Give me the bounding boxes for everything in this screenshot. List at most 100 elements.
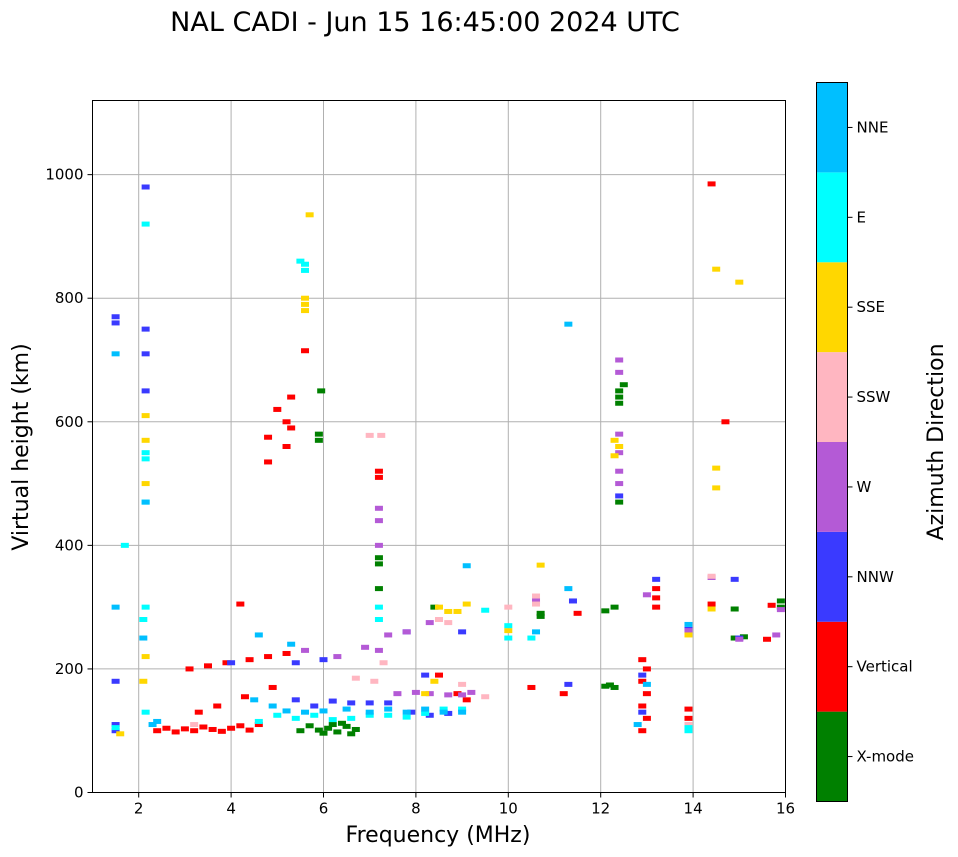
x-tick-label: 2 [134, 800, 144, 818]
data-point-ssw [435, 617, 443, 622]
data-point-nnw [111, 728, 120, 734]
data-point-ssw [532, 593, 541, 599]
data-point-e [141, 456, 150, 462]
data-point-vertical [245, 657, 254, 663]
data-point-nnw [319, 657, 328, 663]
data-point-nne [153, 718, 162, 724]
data-point-sse [301, 308, 310, 314]
data-point-nne [282, 708, 291, 714]
data-point-nne [301, 709, 310, 715]
data-point-vertical [190, 728, 199, 734]
data-point-vertical [638, 728, 647, 734]
data-point-nne [111, 351, 120, 357]
data-point-ssw [684, 722, 693, 728]
data-point-x-mode [730, 635, 739, 641]
data-point-x-mode [615, 394, 624, 400]
data-point-x-mode [374, 586, 383, 592]
data-point-nnw [444, 710, 453, 716]
data-point-sse [139, 678, 148, 684]
data-point-nnw [141, 388, 150, 394]
data-point-e [291, 715, 300, 721]
data-point-ssw [377, 432, 386, 438]
data-point-x-mode [430, 604, 439, 610]
colorbar-frame [816, 82, 848, 802]
data-point-vertical [642, 691, 651, 697]
data-point-ssw [365, 432, 374, 438]
colorbar-tick-label: E [857, 208, 866, 226]
data-point-w [458, 692, 467, 698]
data-point-ssw [458, 681, 467, 687]
colorbar-swatch-nne [816, 82, 848, 173]
data-point-w [301, 647, 310, 653]
data-point-x-mode [730, 606, 739, 612]
data-point-sse [504, 628, 513, 634]
data-point-vertical [222, 660, 231, 666]
data-points [111, 181, 785, 737]
data-point-vertical [435, 672, 443, 678]
data-point-x-mode [619, 382, 628, 388]
data-point-x-mode [337, 720, 346, 726]
data-point-vertical [204, 663, 212, 669]
data-point-x-mode [615, 388, 624, 394]
data-point-e [504, 635, 513, 641]
data-point-w [776, 607, 785, 613]
data-point-vertical [642, 715, 651, 721]
x-tick-label: 8 [411, 800, 421, 818]
data-point-x-mode [605, 682, 614, 688]
data-point-vertical [180, 726, 189, 732]
data-point-vertical [573, 610, 582, 616]
x-axis-label: Frequency (MHz) [346, 823, 531, 848]
data-point-vertical [282, 419, 291, 425]
colorbar-tick-label: NNW [857, 568, 894, 586]
data-point-vertical [684, 715, 693, 721]
data-point-nne [402, 709, 411, 715]
data-point-e [139, 617, 148, 622]
data-point-nnw [310, 703, 319, 709]
colorbar-label: Azimuth Direction [924, 343, 949, 540]
data-point-w [467, 689, 476, 695]
data-point-sse [712, 485, 721, 491]
colorbar-swatch-vertical [816, 621, 848, 712]
data-point-w [642, 592, 651, 598]
data-point-sse [610, 453, 619, 459]
data-point-nnw [141, 351, 150, 357]
data-point-nne [141, 499, 150, 505]
data-point-e [365, 712, 374, 718]
data-point-nne [250, 697, 259, 703]
data-point-e [328, 717, 337, 723]
colorbar-tick-label: W [857, 478, 872, 496]
data-point-nne [384, 706, 393, 712]
data-point-vertical [638, 678, 647, 684]
data-point-x-mode [601, 683, 610, 689]
data-point-vertical [374, 468, 383, 474]
data-point-vertical [273, 406, 282, 412]
colorbar-swatch-x-mode [816, 711, 848, 802]
colorbar-tick-label: Vertical [857, 658, 913, 676]
data-point-vertical [287, 425, 296, 431]
data-point-vertical [264, 654, 273, 660]
data-point-e [273, 712, 282, 718]
data-point-e [684, 725, 693, 731]
data-point-nne [564, 321, 573, 327]
data-point-nnw [384, 700, 393, 706]
colorbar-tick-label: X-mode [857, 748, 914, 766]
data-point-w [361, 644, 370, 650]
data-point-nnw [111, 722, 120, 728]
data-point-x-mode [351, 726, 360, 732]
data-point-sse [610, 437, 619, 443]
data-point-sse [435, 604, 443, 610]
data-point-nne [254, 632, 263, 638]
data-point-nnw [347, 700, 356, 706]
data-point-vertical [282, 650, 291, 656]
data-point-x-mode [615, 400, 624, 406]
data-point-x-mode [776, 598, 785, 604]
data-point-nnw [615, 493, 624, 499]
data-point-x-mode [739, 634, 748, 640]
data-point-x-mode [296, 728, 305, 734]
data-point-vertical [213, 703, 222, 709]
data-point-nne [365, 709, 374, 715]
data-point-nne [268, 703, 277, 709]
data-point-nne [564, 586, 573, 592]
data-point-vertical [559, 691, 568, 697]
data-point-ssw [370, 678, 379, 684]
